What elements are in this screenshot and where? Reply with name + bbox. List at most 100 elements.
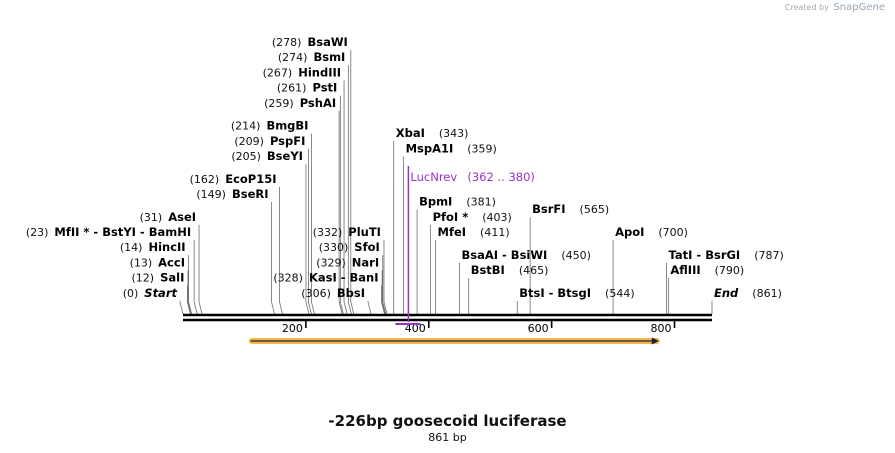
site-position: (162): [190, 173, 220, 186]
connector-line: [193, 240, 198, 315]
site-position: (544): [605, 287, 635, 300]
site-name: EcoP15I: [225, 172, 276, 186]
site-name: BseYI: [267, 149, 303, 163]
site-name: End: [714, 286, 739, 300]
site-name: AseI: [168, 210, 196, 224]
ruler-tick-800: 800: [651, 320, 676, 335]
site-position: (31): [140, 211, 163, 224]
site-label-psti[interactable]: PstI (261): [277, 81, 337, 95]
site-label-ecop15i[interactable]: EcoP15I (162): [190, 172, 277, 186]
site-name: PfoI *: [433, 210, 469, 224]
site-position: (450): [561, 249, 591, 262]
connector-line: [187, 270, 192, 315]
site-name: NarI: [352, 255, 379, 269]
site-label-apoi[interactable]: ApoI (700): [615, 225, 688, 239]
site-label-mfii-bstyi-bamhi[interactable]: MfII * - BstYI - BamHI (23): [26, 225, 191, 239]
site-position: (14): [120, 241, 143, 254]
site-label-bstbi[interactable]: BstBI (465): [471, 263, 549, 277]
site-position: (0): [123, 287, 139, 300]
primer-name[interactable]: LucNrev: [410, 170, 457, 184]
site-name: BsaWI: [307, 35, 347, 49]
site-label-hincii[interactable]: HincII (14): [120, 240, 186, 254]
connector-line: [279, 186, 283, 315]
site-label-bmgbi[interactable]: BmgBI (214): [231, 119, 309, 133]
site-label-mspa1i[interactable]: MspA1I (359): [406, 141, 497, 155]
connector-line: [305, 164, 310, 315]
connector-line: [350, 50, 355, 315]
site-label-pspfi[interactable]: PspFI (209): [234, 134, 305, 148]
site-label-sali[interactable]: SalI (12): [132, 271, 185, 285]
site-position: (565): [580, 203, 610, 216]
connector-line: [198, 224, 203, 315]
connector-line: [179, 300, 184, 315]
site-name: HincII: [148, 240, 185, 254]
site-label-kasi-bani[interactable]: KasI - BanI (328): [273, 271, 378, 285]
site-label-hindiii[interactable]: HindIII (267): [263, 65, 341, 79]
ruler-ticks: 200 400 600 800: [282, 320, 676, 335]
site-position: (23): [26, 226, 49, 239]
site-position: (149): [196, 188, 226, 201]
site-label-xbai[interactable]: XbaI (343): [396, 126, 469, 140]
site-label-asei[interactable]: AseI (31): [140, 210, 196, 224]
site-label-pluti[interactable]: PluTI (332): [313, 225, 381, 239]
site-label-bbsi[interactable]: BbsI (306): [301, 286, 365, 300]
site-name: Start: [144, 286, 177, 300]
connector-line: [338, 110, 343, 315]
site-name: SalI: [160, 271, 184, 285]
site-label-pshai[interactable]: PshAI (259): [264, 96, 336, 110]
created-by-text: Created by: [784, 3, 829, 12]
connector-line: [186, 285, 191, 315]
site-label-bsaai-bsiwi[interactable]: BsaAI - BsiWI (450): [461, 248, 590, 262]
site-name: BtsI - BtsgI: [519, 286, 591, 300]
primer-annotation: LucNrev (362 .. 380): [395, 166, 535, 325]
site-label-mfei[interactable]: MfeI (411): [438, 225, 510, 239]
site-position: (259): [264, 97, 294, 110]
connector-line: [381, 285, 385, 315]
site-label-pfoi[interactable]: PfoI * (403): [433, 210, 512, 224]
site-position: (787): [754, 249, 784, 262]
site-position: (381): [466, 196, 496, 209]
tick-label: 600: [528, 322, 549, 335]
site-labels: BsaWI (278) BsmI (274)HindIII (267) PstI (261)…: [26, 35, 784, 300]
connector-line: [271, 202, 275, 315]
feature-arrowhead: [651, 337, 659, 345]
site-label-start[interactable]: Start (0): [123, 286, 178, 300]
site-name: BpmI: [419, 195, 452, 209]
site-name: TatI - BsrGI: [669, 248, 741, 262]
site-position: (209): [234, 135, 264, 148]
site-position: (332): [313, 226, 343, 239]
site-position: (343): [439, 127, 469, 140]
site-name: MfeI: [438, 225, 467, 239]
site-label-btsi-btsgi[interactable]: BtsI - BtsgI (544): [519, 286, 634, 300]
site-label-bseyi[interactable]: BseYI (205): [231, 149, 303, 163]
site-name: BsmI: [313, 50, 345, 64]
site-label-tati-bsrgi[interactable]: TatI - BsrGI (787): [669, 248, 784, 262]
site-label-bpmi[interactable]: BpmI (381): [419, 195, 496, 209]
site-name: AflIII: [670, 263, 700, 277]
site-name: SfoI: [354, 240, 379, 254]
site-label-bsmi[interactable]: BsmI (274): [278, 50, 345, 64]
site-label-nari[interactable]: NarI (329): [316, 255, 379, 269]
site-name: BsaAI - BsiWI: [461, 248, 547, 262]
snapgene-brand: Created by SnapGene: [785, 2, 885, 13]
site-name: PspFI: [270, 134, 305, 148]
site-label-end[interactable]: End (861): [714, 286, 782, 300]
connector-line: [311, 133, 315, 315]
tick-label: 400: [405, 322, 426, 335]
site-label-acci[interactable]: AccI (13): [130, 255, 185, 269]
site-label-bsrfi[interactable]: BsrFI (565): [532, 202, 609, 216]
primer-range: (362 .. 380): [467, 170, 534, 184]
site-name: KasI - BanI: [309, 271, 379, 285]
site-label-afliii[interactable]: AflIII (790): [670, 263, 744, 277]
site-position: (330): [319, 241, 349, 254]
site-position: (278): [272, 36, 302, 49]
site-position: (267): [263, 66, 293, 79]
site-name: XbaI: [396, 126, 425, 140]
connector-line: [188, 255, 192, 315]
site-position: (214): [231, 120, 261, 133]
site-label-sfoi[interactable]: SfoI (330): [319, 240, 380, 254]
site-name: PluTI: [348, 225, 381, 239]
site-label-bseri[interactable]: BseRI (149): [196, 187, 268, 201]
site-label-bsawi[interactable]: BsaWI (278): [272, 35, 348, 49]
sequence-length: 861 bp: [428, 431, 467, 444]
